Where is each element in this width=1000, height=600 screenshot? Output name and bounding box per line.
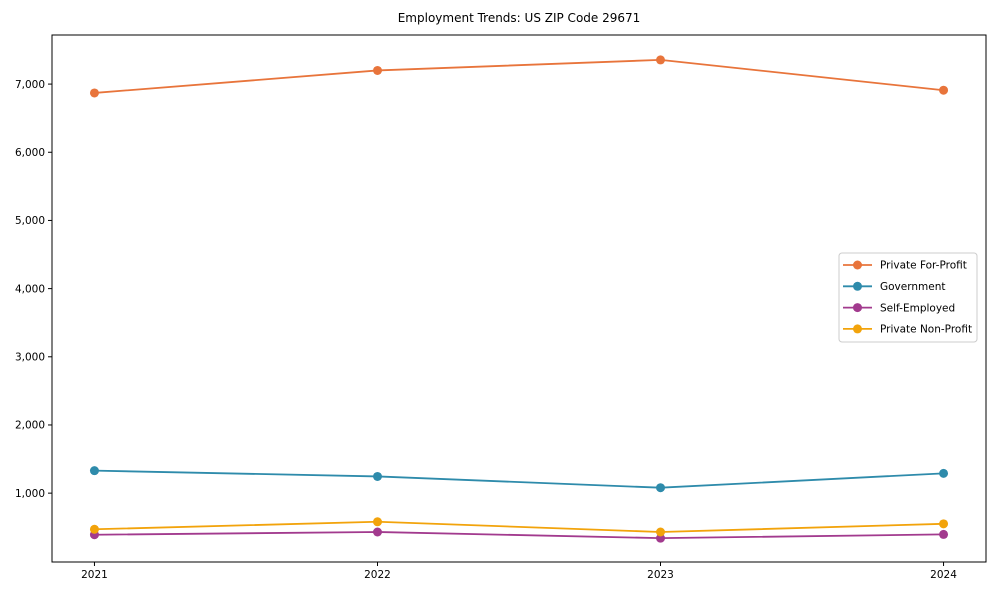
legend-item-label: Private For-Profit <box>880 260 967 272</box>
legend-marker <box>853 260 862 270</box>
data-point-marker <box>656 483 666 493</box>
data-point-marker <box>939 85 949 95</box>
data-point-marker <box>89 524 99 534</box>
data-point-marker <box>372 65 382 75</box>
legend-item-label: Private Non-Profit <box>880 324 972 336</box>
chart-title: Employment Trends: US ZIP Code 29671 <box>397 11 641 25</box>
data-point-marker <box>372 471 382 481</box>
x-axis-tick-label: 2021 <box>81 569 108 581</box>
y-axis-tick-label: 4,000 <box>15 283 45 295</box>
data-point-marker <box>372 527 382 537</box>
legend-item-label: Government <box>880 281 945 293</box>
x-axis-tick-label: 2023 <box>647 569 674 581</box>
y-axis-tick-label: 5,000 <box>15 215 45 227</box>
y-axis-tick-label: 3,000 <box>15 351 45 363</box>
data-point-marker <box>939 529 949 539</box>
series-line-private-non-profit <box>94 520 944 533</box>
data-point-marker <box>372 517 382 527</box>
data-point-marker <box>89 88 99 98</box>
data-point-marker <box>89 466 99 476</box>
y-axis-tick-label: 2,000 <box>15 420 45 432</box>
legend-marker <box>853 324 862 334</box>
y-axis-tick-label: 7,000 <box>15 79 45 91</box>
legend-item-label: Self-Employed <box>880 302 955 314</box>
legend-box <box>838 252 978 343</box>
legend-marker <box>853 303 862 313</box>
data-point-marker <box>939 468 949 478</box>
series-line-self-employed <box>94 531 944 540</box>
data-point-marker <box>939 519 949 529</box>
x-axis-tick-label: 2024 <box>930 569 957 581</box>
series-line-private-for-profit <box>94 58 944 94</box>
y-axis-tick-label: 6,000 <box>15 147 45 159</box>
data-point-marker <box>656 527 666 537</box>
legend-marker <box>853 281 862 291</box>
data-point-marker <box>656 55 666 65</box>
x-axis-tick-label: 2022 <box>364 569 391 581</box>
y-axis-tick-label: 1,000 <box>15 488 45 500</box>
plot-border <box>51 34 987 563</box>
series-line-government <box>94 469 944 489</box>
